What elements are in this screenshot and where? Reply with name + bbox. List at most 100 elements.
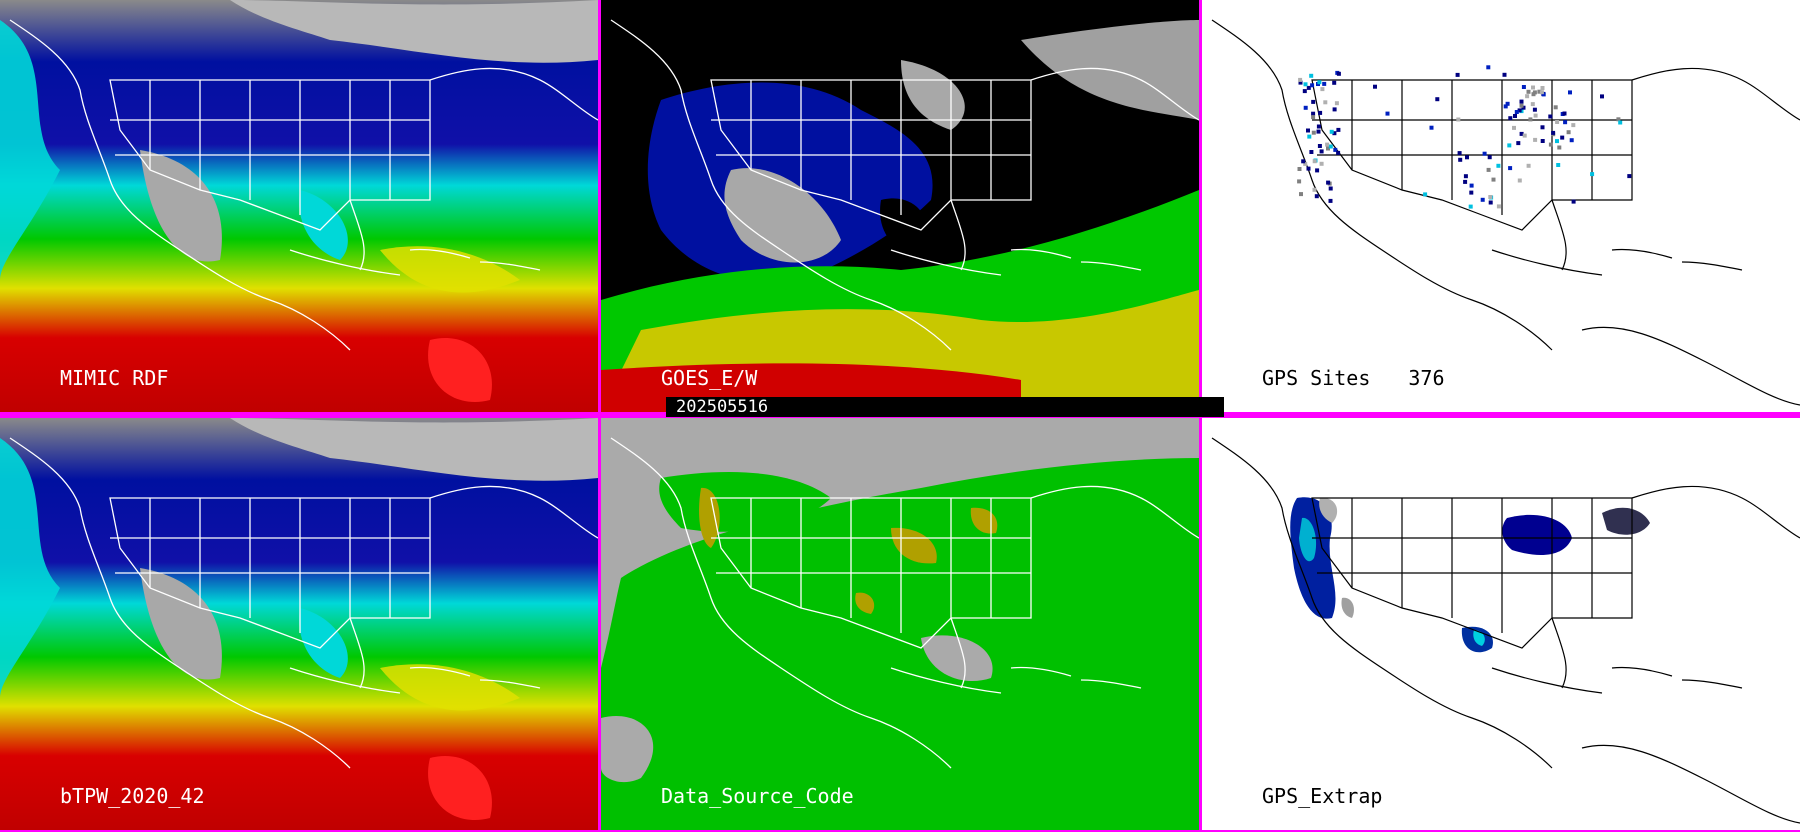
gps-site-marker [1571,199,1576,204]
gps-site-marker [1325,142,1330,147]
gps-site-marker [1540,139,1545,143]
gps-site-marker [1306,128,1310,133]
gps-site-markers [1297,65,1632,209]
gps-site-marker [1540,86,1545,90]
panel-label: GOES_E/W [661,366,758,390]
panel-btpw[interactable]: bTPW_2020_42 [0,418,598,830]
gps-site-marker [1627,174,1632,179]
gps-site-marker [1507,143,1512,148]
gps-site-marker [1332,131,1337,136]
gps-site-marker [1465,155,1469,160]
gps-site-marker [1301,159,1306,164]
gps-site-marker [1312,187,1317,192]
gps-site-marker [1526,163,1531,168]
gps-site-marker [1469,183,1474,188]
gps-site-marker [1326,146,1330,151]
gps-site-marker [1566,130,1571,135]
panel-label: GPS_Extrap [1262,784,1383,808]
gps-site-marker [1311,130,1316,135]
gps-site-marker [1463,174,1468,179]
gps-site-marker [1315,168,1320,173]
gps-site-marker [1512,125,1516,130]
gps-site-marker [1496,204,1501,209]
gps-site-marker [1328,144,1333,149]
gps-site-marker [1563,120,1568,125]
gps-site-marker [1318,110,1323,115]
gps-sites-map [1202,0,1800,412]
gps-site-marker [1522,133,1527,138]
gps-site-marker [1317,80,1322,85]
gps-site-marker [1513,114,1517,118]
gps-site-marker [1316,129,1321,134]
panel-label: bTPW_2020_42 [60,784,205,808]
gps-site-marker [1532,107,1537,112]
gps-site-marker [1530,102,1535,107]
gps-site-marker [1303,161,1308,166]
gps-site-marker [1496,163,1501,168]
gps-site-marker [1298,80,1303,85]
gps-site-marker [1525,94,1530,99]
gps-site-marker [1486,167,1491,172]
panel-goes[interactable]: GOES_E/W [601,0,1199,412]
gps-site-marker [1332,80,1337,85]
gps-site-marker [1551,130,1556,135]
gps-site-marker [1463,179,1468,184]
gps-site-marker [1531,92,1536,97]
gps-site-marker [1311,99,1316,104]
gps-site-marker [1519,99,1524,104]
gps-site-marker [1508,116,1513,121]
gps-site-marker [1468,204,1473,209]
gps-site-marker [1541,92,1546,97]
extrap-blobs [1290,497,1650,653]
gps-site-marker [1600,94,1604,99]
gps-site-marker [1334,101,1339,106]
btpw-map [0,418,598,830]
gps-site-marker [1560,135,1565,140]
gps-extrap-map [1202,418,1800,830]
gps-site-marker [1455,72,1460,77]
gps-site-marker [1336,71,1341,76]
gps-site-marker [1435,97,1440,102]
gps-site-marker [1322,81,1327,86]
panel-gps-extrap[interactable]: GPS_Extrap [1202,418,1800,830]
panel-label: GPS Sites 376 [1262,366,1445,390]
gps-site-marker [1508,166,1513,171]
gps-site-marker [1328,198,1333,203]
gps-site-marker [1548,142,1553,147]
panel-gps-sites[interactable]: GPS Sites 376 [1202,0,1800,412]
panel-data-source-code[interactable]: Data_Source_Code [601,418,1199,830]
gps-site-marker [1516,141,1521,146]
gps-site-marker [1320,87,1325,92]
gps-site-marker [1385,111,1390,116]
gps-site-marker [1553,105,1558,110]
gps-sites-label: GPS Sites [1262,366,1371,390]
gps-site-marker [1306,85,1311,90]
gps-site-marker [1519,103,1524,108]
gps-site-marker [1569,138,1574,143]
gps-site-marker [1491,177,1496,182]
gps-site-marker [1457,151,1462,156]
gps-site-marker [1505,101,1510,106]
gps-site-marker [1423,192,1428,197]
gps-site-marker [1540,125,1545,130]
gps-site-marker [1311,115,1316,120]
panel-mimic-rdf[interactable]: MIMIC RDF [0,0,598,412]
gps-site-marker [1326,180,1331,185]
gps-site-marker [1309,150,1314,154]
gps-site-marker [1323,100,1328,105]
panel-label: MIMIC RDF [60,366,169,390]
gps-site-marker [1333,147,1338,152]
gps-site-marker [1556,163,1561,167]
gps-site-marker [1526,89,1531,94]
gps-site-marker [1503,104,1508,109]
gps-site-marker [1533,137,1538,142]
gps-site-marker [1562,111,1567,116]
gps-site-marker [1618,120,1623,125]
gps-site-marker [1317,144,1322,148]
panel-label: Data_Source_Code [661,784,854,808]
gps-site-marker [1537,89,1542,94]
gps-site-marker [1336,127,1341,132]
mimic-rdf-map [0,0,598,412]
timestamp-bar: 202505516 [666,397,1224,417]
